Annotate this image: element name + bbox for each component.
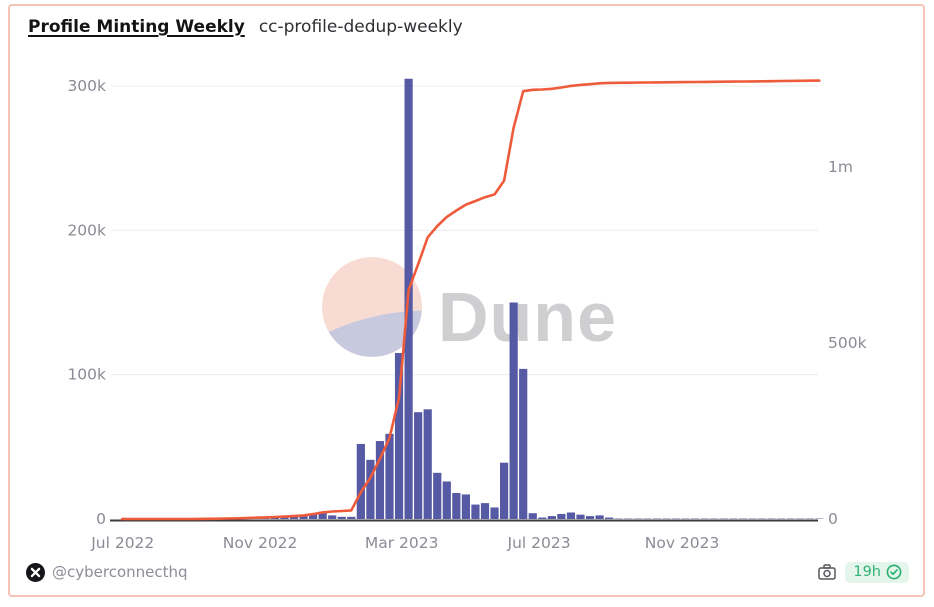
- weekly-bar: [595, 515, 604, 519]
- weekly-bar: [414, 412, 423, 519]
- widget-actions: 19h: [818, 561, 909, 583]
- cumulative-line: [120, 79, 821, 521]
- weekly-bar: [490, 507, 499, 519]
- weekly-bar: [366, 459, 375, 519]
- weekly-bar: [280, 517, 289, 519]
- weekly-bar: [328, 515, 337, 519]
- weekly-bar: [585, 516, 595, 519]
- left-axis-tick: 100k: [67, 366, 106, 384]
- last-updated-label: 19h: [853, 563, 881, 580]
- right-axis-tick: 0: [828, 510, 838, 528]
- x-axis-tick: Jul 2023: [507, 534, 571, 552]
- author-area: @cyberconnecthq: [26, 562, 188, 582]
- weekly-bar: [605, 517, 614, 519]
- x-axis-tick: Nov 2023: [645, 534, 720, 552]
- dune-logo-icon: [322, 257, 422, 357]
- weekly-bar: [385, 433, 394, 519]
- query-name: cc-profile-dedup-weekly: [258, 17, 463, 37]
- weekly-bar: [337, 516, 346, 519]
- widget-header: Profile Minting Weekly cc-profile-dedup-…: [28, 17, 463, 37]
- weekly-bar: [528, 513, 537, 519]
- x-axis-tick: Mar 2023: [365, 534, 439, 552]
- camera-icon[interactable]: [818, 564, 837, 580]
- left-axis-tick: 300k: [67, 77, 106, 95]
- left-axis-tick: 0: [96, 510, 106, 528]
- weekly-bar: [347, 516, 356, 519]
- weekly-bar: [557, 513, 566, 519]
- weekly-bar: [538, 517, 547, 519]
- weekly-bar: [461, 494, 470, 519]
- weekly-bar: [576, 514, 585, 519]
- minting-chart[interactable]: 0 100k 200k 300k 0 500k 1m Jul 2022 Nov 2022 Mar …: [10, 6, 923, 595]
- weekly-bar: [480, 503, 490, 519]
- weekly-bar: [318, 511, 327, 519]
- x-logo-icon[interactable]: [26, 562, 45, 582]
- x-axis-tick: Nov 2022: [223, 534, 298, 552]
- weekly-bar: [375, 441, 385, 519]
- weekly-bar: [471, 504, 480, 519]
- right-axis-tick: 1m: [828, 158, 853, 176]
- last-updated-badge[interactable]: 19h: [845, 561, 909, 583]
- weekly-bar: [442, 481, 451, 519]
- author-handle[interactable]: @cyberconnecthq: [52, 563, 188, 581]
- weekly-bar: [519, 368, 528, 519]
- weekly-bar: [500, 462, 509, 519]
- weekly-bar: [309, 513, 318, 519]
- right-axis-tick: 500k: [828, 334, 867, 352]
- x-axis-tick: Jul 2022: [90, 534, 154, 552]
- weekly-bar: [356, 443, 365, 519]
- dashboard-widget-card: Profile Minting Weekly cc-profile-dedup-…: [8, 4, 925, 597]
- weekly-bar: [423, 409, 432, 519]
- left-axis-tick: 200k: [67, 221, 106, 239]
- weekly-bar: [547, 516, 556, 519]
- widget-footer: @cyberconnecthq 19h: [26, 557, 909, 587]
- weekly-bar: [289, 516, 299, 519]
- weekly-bar: [566, 512, 576, 519]
- dune-watermark-text: Dune: [438, 278, 617, 356]
- weekly-bar: [509, 302, 518, 519]
- weekly-bar: [452, 493, 461, 519]
- widget-title-link[interactable]: Profile Minting Weekly: [28, 17, 245, 37]
- weekly-bar: [299, 516, 308, 519]
- weekly-bar: [433, 472, 442, 519]
- weekly-bar: [394, 353, 404, 519]
- check-circle-icon: [886, 564, 902, 579]
